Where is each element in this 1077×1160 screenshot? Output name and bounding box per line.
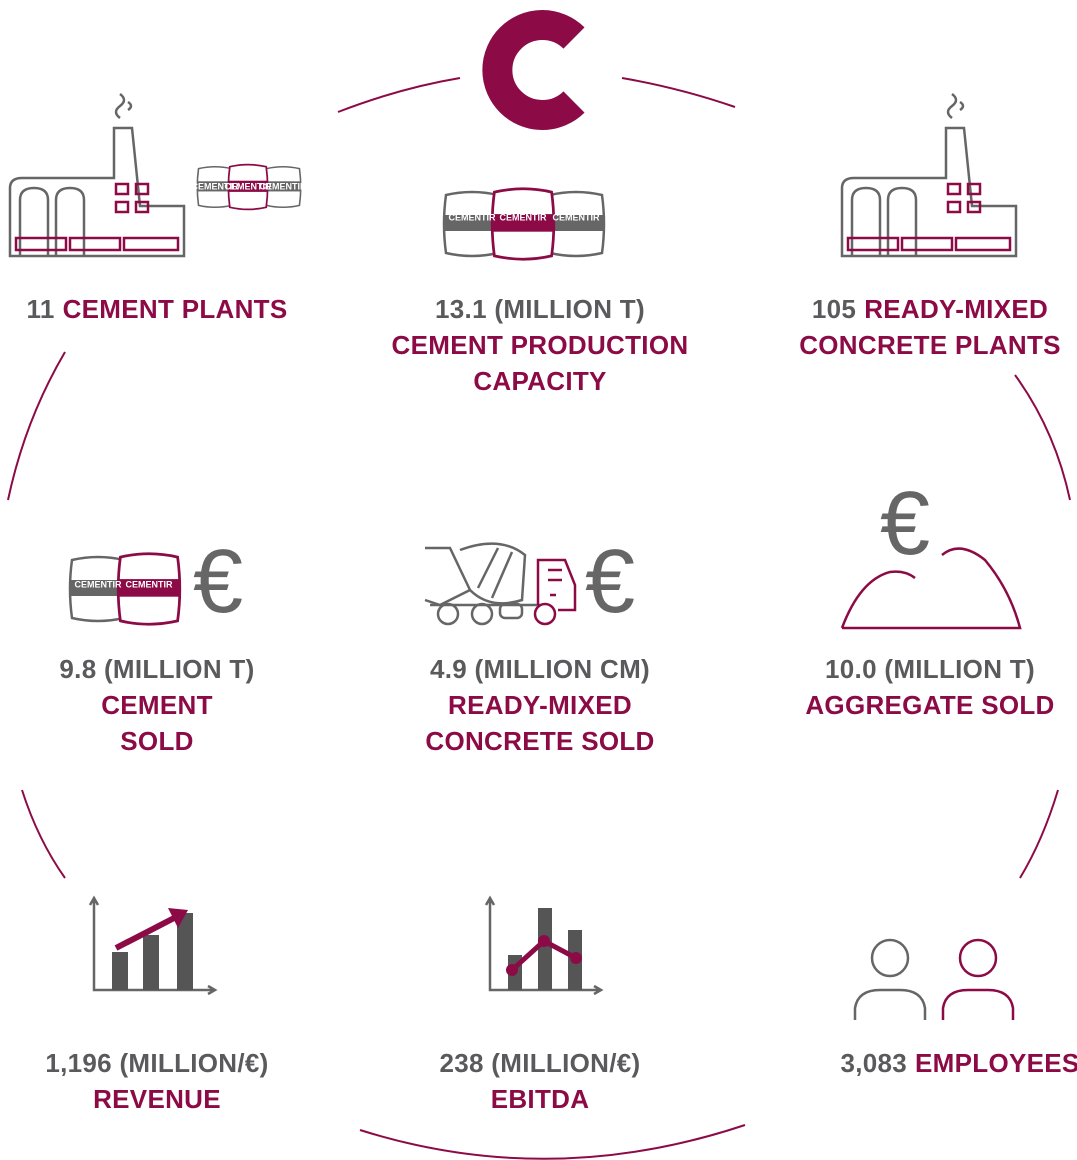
bag-label: CEMENTIR xyxy=(225,181,273,191)
aggregate-icon xyxy=(840,547,1022,630)
item-figure: 1,196 (MILLION/€) xyxy=(45,1048,268,1078)
ring-arc xyxy=(1019,789,1059,879)
item-figure: 3,083 xyxy=(840,1048,907,1078)
bag-label: CEMENTIR xyxy=(553,212,601,222)
euro-symbol: € xyxy=(585,532,635,632)
item-line: 105 READY-MIXED xyxy=(812,294,1048,324)
bag-label: CEMENTIR xyxy=(126,579,174,589)
item-label: CEMENT xyxy=(101,690,213,720)
bag-label: CEMENTIR xyxy=(260,181,308,191)
bags-large xyxy=(442,187,606,261)
item-label: SOLD xyxy=(120,726,193,756)
ring-arc xyxy=(7,351,66,501)
item-label: EMPLOYEES xyxy=(915,1048,1077,1078)
truck-icon xyxy=(424,542,577,626)
item-label: EBITDA xyxy=(491,1084,590,1114)
factory-icon xyxy=(842,94,1016,256)
ebitda-chart-icon xyxy=(484,895,604,996)
item-figure: 105 xyxy=(812,294,856,324)
item-figure: 238 (MILLION/€) xyxy=(440,1048,641,1078)
item-figure: 4.9 (MILLION CM) xyxy=(430,654,650,684)
item-label: CEMENT PRODUCTION xyxy=(392,330,689,360)
item-label: REVENUE xyxy=(93,1084,221,1114)
ring-arc xyxy=(621,77,736,108)
ring-arc xyxy=(1014,374,1071,501)
item-label: CONCRETE SOLD xyxy=(425,726,654,756)
ring-arc xyxy=(21,789,66,879)
item-line: 3,083 EMPLOYEES xyxy=(840,1048,1077,1078)
employees-icon xyxy=(853,938,1015,1020)
item-figure: 10.0 (MILLION T) xyxy=(825,654,1035,684)
item-line: 11 CEMENT PLANTS xyxy=(27,294,288,324)
bag-label: CEMENTIR xyxy=(500,212,548,222)
bag-label: CEMENTIR xyxy=(192,181,240,191)
bag-label: CEMENTIR xyxy=(449,212,497,222)
item-label: READY-MIXED xyxy=(448,690,632,720)
item-label: AGGREGATE SOLD xyxy=(805,690,1054,720)
ring-arc xyxy=(337,77,461,113)
euro-symbol: € xyxy=(193,532,243,632)
item-label: CONCRETE PLANTS xyxy=(799,330,1061,360)
euro-symbol: € xyxy=(880,474,930,574)
item-figure: 11 xyxy=(27,294,55,324)
item-label: CEMENT PLANTS xyxy=(63,294,288,324)
logo xyxy=(482,10,585,130)
item-figure: 13.1 (MILLION T) xyxy=(435,294,645,324)
item-figure: 9.8 (MILLION T) xyxy=(59,654,254,684)
item-label: CAPACITY xyxy=(473,366,606,396)
ring-arc xyxy=(359,1124,746,1160)
revenue-chart-icon xyxy=(88,895,218,996)
item-label: READY-MIXED xyxy=(864,294,1048,324)
bag-label: CEMENTIR xyxy=(75,579,123,589)
factory-icon xyxy=(10,94,184,256)
